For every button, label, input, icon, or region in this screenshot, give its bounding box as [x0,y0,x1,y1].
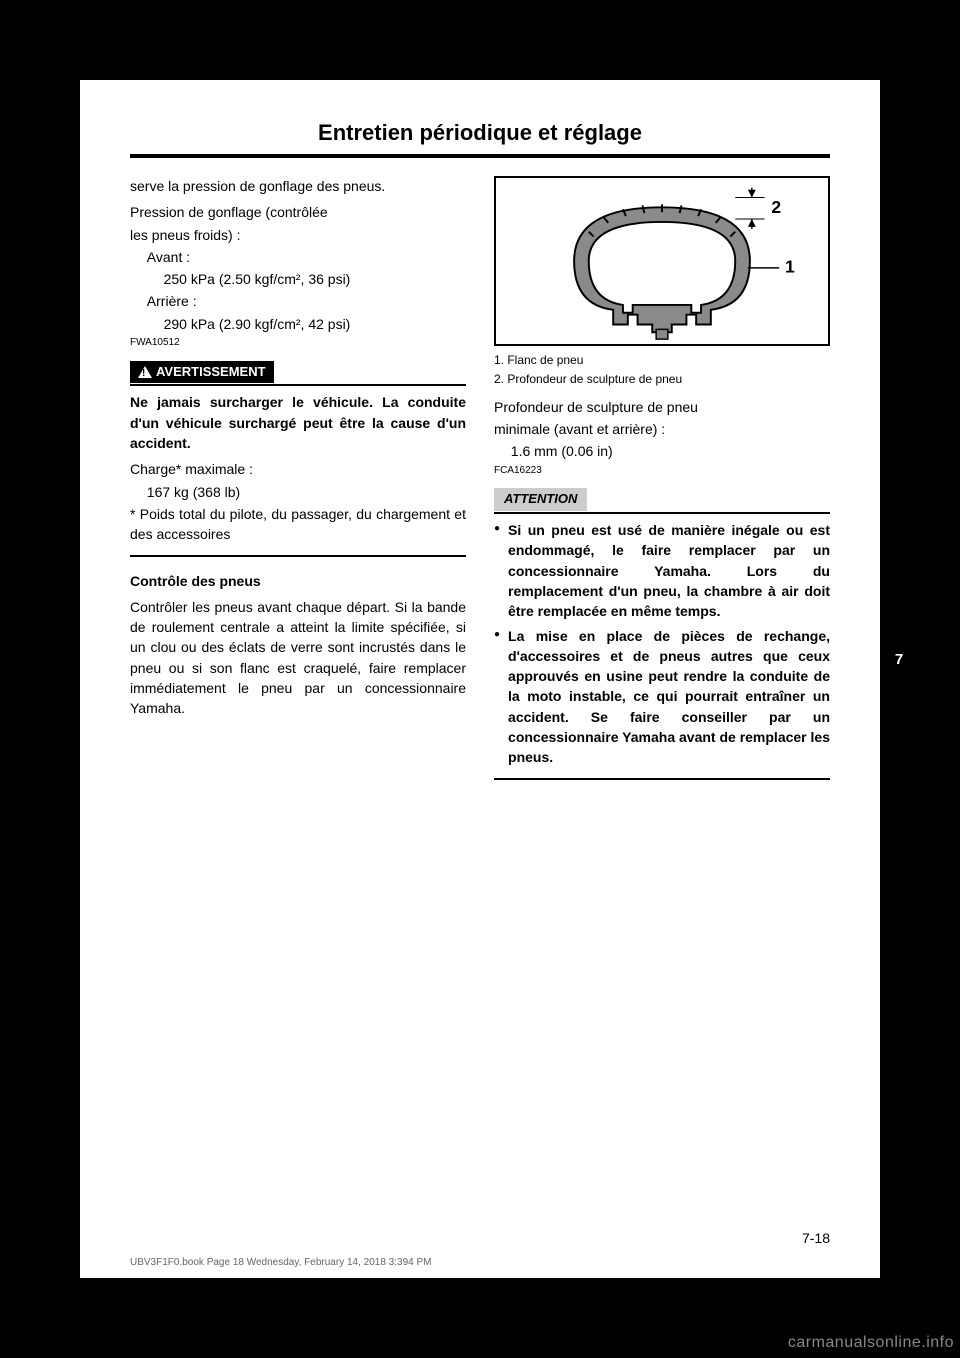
inspection-text: Contrôler les pneus avant chaque départ.… [130,597,466,719]
header-rule [130,154,830,158]
attention-label-text: ATTENTION [504,491,577,506]
depth-title-2: minimale (avant et arrière) : [494,419,830,439]
caption-2: 2. Profondeur de sculpture de pneu [494,371,830,388]
load-spec-box: Charge* maximale : 167 kg (368 lb) * Poi… [130,459,466,544]
depth-spec-box: Profondeur de sculpture de pneu minimale… [494,397,830,462]
pressure-title-2: les pneus froids) : [130,225,466,245]
rear-value: 290 kPa (2.90 kgf/cm², 42 psi) [130,314,466,334]
manual-page: Entretien périodique et réglage serve la… [80,80,880,1278]
attention-text-0: Si un pneu est usé de manière inégale ou… [508,520,830,621]
page-number: 7-18 [802,1230,830,1246]
section-end-rule-left [130,555,466,557]
load-note: * Poids total du pilote, du passager, du… [130,504,466,545]
file-code: UBV3F1F0.book Page 18 Wednesday, Februar… [130,1257,431,1268]
rear-label: Arrière : [130,291,466,311]
attention-label-box: ATTENTION [494,488,587,511]
tire-cross-section-figure: 1 2 [494,176,830,346]
left-column: serve la pression de gonflage des pneus.… [130,176,466,780]
fig-num-1: 1 [785,257,795,277]
tire-svg: 1 2 [496,178,828,344]
section-end-rule-right [494,778,830,780]
load-title: Charge* maximale : [130,459,466,479]
load-value: 167 kg (368 lb) [130,482,466,502]
front-label: Avant : [130,247,466,267]
dim-arrowhead-top [748,190,756,198]
fig-num-2: 2 [771,197,781,217]
figure-captions: 1. Flanc de pneu 2. Profondeur de sculpt… [494,352,830,389]
attention-list: Si un pneu est usé de manière inégale ou… [494,520,830,768]
warning-label-text: AVERTISSEMENT [156,363,266,382]
caption-1: 1. Flanc de pneu [494,352,830,369]
right-column: 1 2 1. Flanc de pneu 2. Profondeur de sc… [494,176,830,780]
pressure-title-1: Pression de gonflage (contrôlée [130,202,466,222]
pressure-intro: serve la pression de gonflage des pneus. [130,176,466,196]
warning-triangle-icon [138,366,152,378]
attention-item-1: La mise en place de pièces de rechange, … [494,626,830,768]
chapter-tab: 7 [888,645,910,673]
depth-value: 1.6 mm (0.06 in) [494,441,830,461]
attention-text-1: La mise en place de pièces de rechange, … [508,626,830,768]
warning-label-box: AVERTISSEMENT [130,361,274,384]
inspection-title: Contrôle des pneus [130,571,466,591]
tire-inner [589,222,735,313]
attention-item-0: Si un pneu est usé de manière inégale ou… [494,520,830,621]
warning-text: Ne jamais surcharger le véhicule. La con… [130,392,466,453]
front-value: 250 kPa (2.50 kgf/cm², 36 psi) [130,269,466,289]
page-title: Entretien périodique et réglage [130,120,830,146]
eca-code: FCA16223 [494,464,830,479]
watermark: carmanualsonline.info [788,1334,954,1352]
dim-arrowhead-bot [748,219,756,227]
content-columns: serve la pression de gonflage des pneus.… [130,176,830,780]
attention-header: ATTENTION [494,488,830,514]
depth-title-1: Profondeur de sculpture de pneu [494,397,830,417]
valve-icon [656,329,668,339]
pressure-spec-box: Pression de gonflage (contrôlée les pneu… [130,202,466,334]
ewa-code: FWA10512 [130,336,466,351]
warning-header: AVERTISSEMENT [130,361,466,387]
